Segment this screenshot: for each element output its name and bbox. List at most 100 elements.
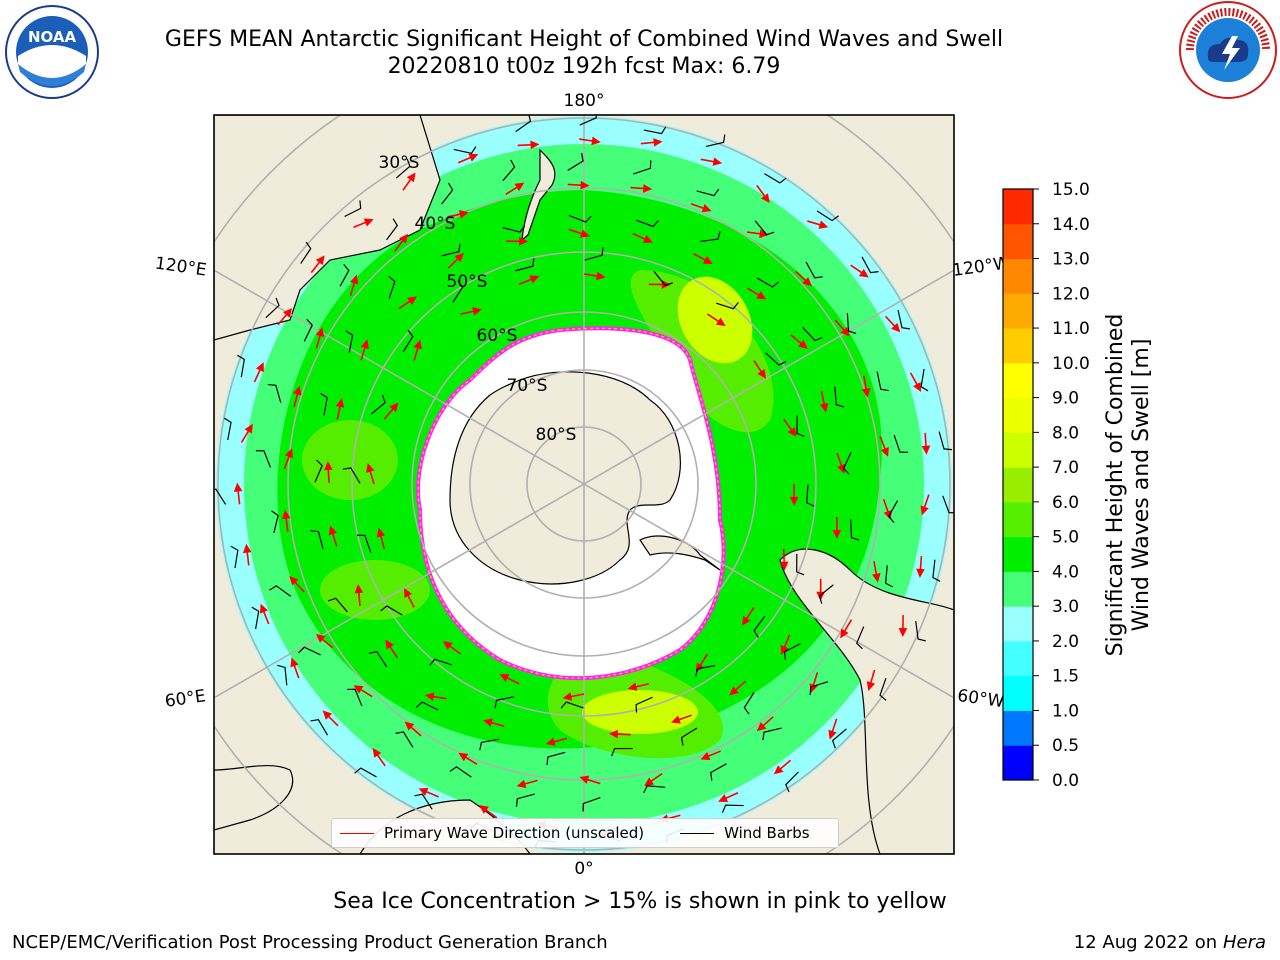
wind-barb <box>653 270 673 286</box>
wind-barb <box>237 354 245 378</box>
colorbar-frame <box>1002 188 1034 781</box>
wind-barb <box>214 488 227 505</box>
wind-barb <box>802 326 823 342</box>
wind-barb <box>223 417 232 441</box>
wave-direction-arrowhead <box>760 193 770 204</box>
wind-barb <box>402 329 414 353</box>
wind-barb <box>515 115 532 133</box>
wave-direction-arrowhead <box>913 382 922 392</box>
wave-direction-arrowhead <box>458 752 469 762</box>
colorbar-swatch <box>1003 675 1033 711</box>
colorbar-swatch <box>1003 710 1033 746</box>
wind-barb <box>251 606 260 630</box>
wind-barb <box>611 747 633 757</box>
wind-barb <box>915 621 926 642</box>
lat-label-30s: 30°S <box>379 153 420 173</box>
wave-direction-arrowhead <box>468 153 479 162</box>
wave-direction-arrowhead <box>596 271 606 281</box>
wind-barb <box>265 297 280 319</box>
colorbar-tick-label: 6.0 <box>1052 493 1079 513</box>
colorbar-tick-label: 1.5 <box>1052 667 1079 687</box>
wind-barb <box>347 688 363 707</box>
wave-direction-arrowhead <box>385 639 394 650</box>
wind-barb <box>441 243 461 257</box>
wave-direction-arrowhead <box>898 627 908 638</box>
wave-direction-arrowhead <box>335 398 345 408</box>
wind-barb <box>942 495 954 514</box>
wind-barb <box>415 701 439 711</box>
wave-direction-arrowhead <box>861 387 871 398</box>
wave-direction-arrowhead <box>779 561 789 571</box>
credit-line: NCEP/EMC/Verification Post Processing Pr… <box>12 932 608 953</box>
wave-direction-arrowhead <box>328 525 338 536</box>
wind-barb <box>502 159 516 182</box>
wave-direction-arrowhead <box>516 779 527 789</box>
south-america-land <box>779 548 954 854</box>
wind-barb <box>230 545 239 569</box>
wave-direction-arrowhead <box>472 307 482 316</box>
wave-direction-arrowhead <box>376 527 386 538</box>
wave-direction-arrowhead <box>283 308 293 318</box>
colorbar-swatch <box>1003 362 1033 399</box>
wind-barb <box>568 214 592 223</box>
colorbar-swatch <box>1003 501 1033 538</box>
wave-direction-arrowhead <box>289 575 299 586</box>
wind-barb <box>370 394 386 415</box>
wind-barb <box>743 692 755 715</box>
wave-direction-arrowhead <box>819 402 829 413</box>
lat-label-80s: 80°S <box>536 425 577 445</box>
wave-direction-arrowhead <box>644 777 654 786</box>
wind-barb <box>805 261 823 279</box>
antarctic-peninsula <box>639 535 721 571</box>
wind-barb <box>368 650 388 668</box>
wind-barb <box>584 247 604 261</box>
wave-direction-arrowhead <box>759 229 769 239</box>
wave-direction-arrowhead <box>921 445 931 455</box>
wave-direction-arrowhead <box>700 752 711 760</box>
colorbar-tick-label: 1.0 <box>1052 701 1079 721</box>
wind-barb <box>546 751 566 766</box>
wind-barb <box>855 626 865 650</box>
noaa-logo: NOAA <box>5 5 99 99</box>
lon-label-0: 0° <box>574 859 593 879</box>
wave-direction-arrowhead <box>479 805 489 814</box>
wave-direction-arrowhead <box>580 180 590 190</box>
wind-barb <box>754 220 775 236</box>
legend-barbs-label: Wind Barbs <box>724 824 810 842</box>
wind-barb <box>267 383 282 403</box>
wave-direction-arrowhead <box>866 681 876 691</box>
wind-barb <box>277 664 288 686</box>
wind-barb <box>695 665 716 677</box>
colorbar-swatch <box>1003 258 1033 294</box>
wind-barb <box>764 173 787 184</box>
colorbar-tick-label: 4.0 <box>1052 562 1079 582</box>
wind-barb <box>876 371 889 392</box>
colorbar-tick-label: 5.0 <box>1052 528 1079 548</box>
wind-barb <box>414 793 433 810</box>
wind-barb <box>582 796 601 812</box>
wind-barb <box>567 153 584 171</box>
wind-barb <box>388 275 396 299</box>
wind-barbs <box>214 115 954 849</box>
wind-barb <box>395 731 414 748</box>
wind-barb <box>700 231 721 243</box>
wave-direction-arrowhead <box>233 482 243 492</box>
wave-direction-arrowhead <box>255 362 264 373</box>
wind-barb <box>633 160 652 175</box>
wave-direction-arrowhead <box>840 326 850 337</box>
legend-waves-label: Primary Wave Direction (unscaled) <box>384 824 645 842</box>
graticule <box>214 115 954 854</box>
wave-direction-arrowhead <box>424 692 435 701</box>
wind-barb <box>796 415 805 438</box>
colorbar-tick-label: 8.0 <box>1052 423 1079 443</box>
wave-field-5-6m-west2 <box>302 420 398 500</box>
wave-direction-arrowhead <box>545 737 556 746</box>
wind-barb <box>850 519 860 541</box>
colorbar-tick-label: 11.0 <box>1052 319 1090 339</box>
wind-barb <box>310 719 329 736</box>
wind-barb <box>449 766 472 778</box>
wind-barb <box>441 182 454 205</box>
wind-barb <box>502 225 526 233</box>
wave-direction-arrowhead <box>591 136 601 146</box>
wind-barb <box>765 352 787 366</box>
